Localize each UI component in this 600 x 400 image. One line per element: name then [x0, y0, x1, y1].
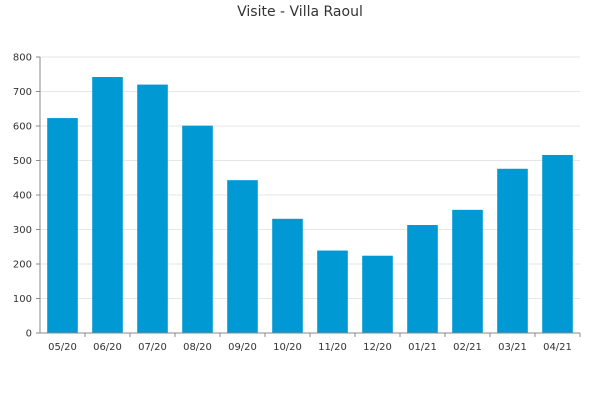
x-tick-label: 06/20 [93, 342, 122, 353]
x-tick-label: 02/21 [453, 342, 482, 353]
y-tick-label: 800 [13, 53, 32, 64]
y-tick-label: 600 [13, 122, 32, 133]
bar-05-20 [47, 118, 78, 333]
x-tick-label: 03/21 [498, 342, 527, 353]
y-tick-label: 400 [13, 191, 32, 202]
x-tick-label: 07/20 [138, 342, 167, 353]
axes [36, 56, 581, 337]
bar-12-20 [362, 255, 393, 333]
bar-07-20 [137, 84, 168, 333]
x-tick-label: 05/20 [48, 342, 77, 353]
bars [47, 77, 573, 333]
x-tick-label: 08/20 [183, 342, 212, 353]
x-tick-label: 04/21 [543, 342, 572, 353]
x-tick-label: 12/20 [363, 342, 392, 353]
bar-09-20 [227, 180, 258, 333]
y-tick-label: 0 [26, 329, 32, 340]
bar-10-20 [272, 218, 303, 333]
y-tick-labels: 0 100 200 300 400 500 600 700 800 [13, 53, 32, 340]
bar-03-21 [497, 168, 528, 333]
x-tick-label: 01/21 [408, 342, 437, 353]
bar-11-20 [317, 250, 348, 333]
bar-02-21 [452, 209, 483, 333]
bar-01-21 [407, 225, 438, 333]
y-tick-label: 100 [13, 294, 32, 305]
grid-lines [40, 56, 580, 299]
bar-06-20 [92, 77, 123, 333]
x-tick-label: 10/20 [273, 342, 302, 353]
y-tick-label: 700 [13, 87, 32, 98]
x-tick-label: 11/20 [318, 342, 347, 353]
chart-title: Visite - Villa Raoul [237, 4, 363, 20]
bar-08-20 [182, 125, 213, 333]
bar-04-21 [542, 154, 573, 333]
y-tick-label: 300 [13, 225, 32, 236]
y-tick-label: 500 [13, 156, 32, 167]
y-tick-label: 200 [13, 260, 32, 271]
x-tick-label: 09/20 [228, 342, 257, 353]
x-tick-labels: 05/20 06/20 07/20 08/20 09/20 10/20 11/20 12/20… [48, 342, 572, 353]
